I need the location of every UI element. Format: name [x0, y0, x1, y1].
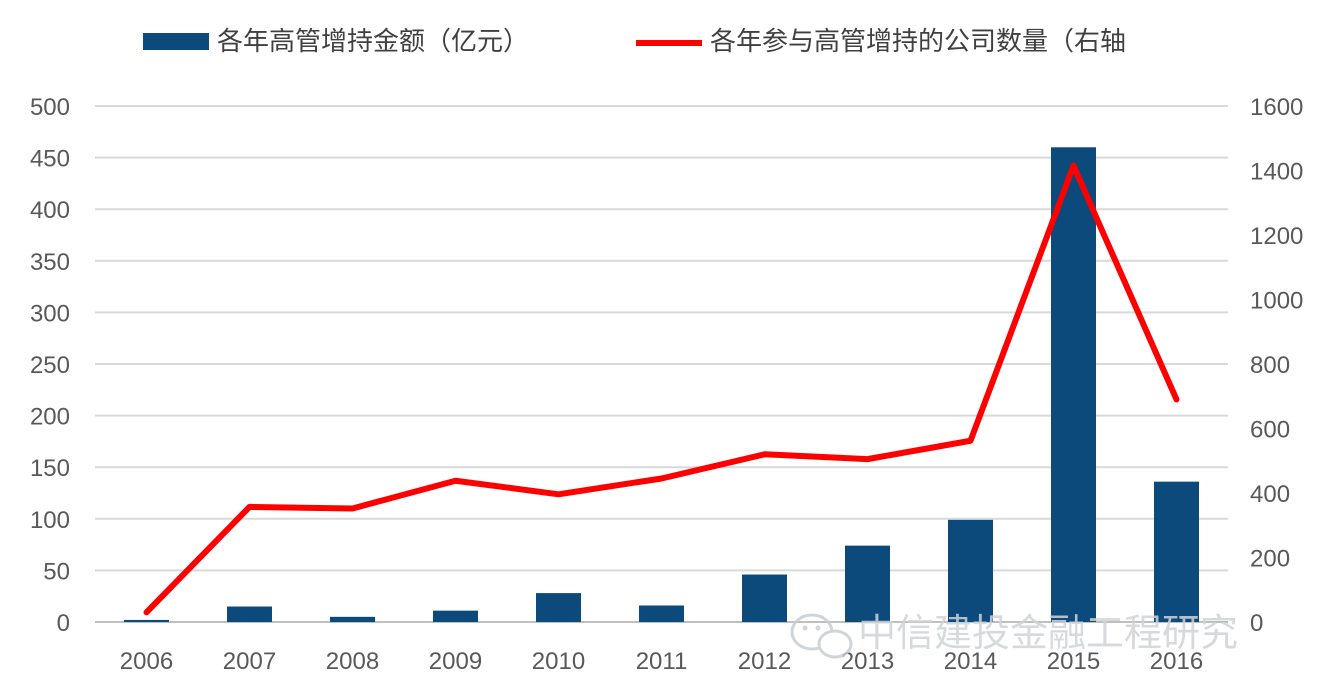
bar — [948, 519, 993, 622]
bar — [845, 545, 890, 622]
right-tick-label: 1600 — [1250, 94, 1303, 121]
bar — [433, 610, 478, 622]
gridlines — [95, 105, 1228, 623]
left-tick-label: 500 — [30, 94, 70, 121]
left-tick-label: 350 — [30, 249, 70, 276]
bar — [1154, 481, 1199, 622]
bar — [124, 619, 169, 622]
x-tick-label: 2012 — [738, 648, 791, 675]
right-tick-label: 1000 — [1250, 288, 1303, 315]
left-tick-label: 100 — [30, 507, 70, 534]
x-tick-label: 2011 — [636, 648, 688, 675]
x-tick-label: 2009 — [429, 648, 482, 675]
legend-bar-swatch — [143, 33, 209, 50]
right-tick-label: 400 — [1250, 481, 1290, 508]
line-point — [660, 476, 663, 480]
right-tick-label: 1200 — [1250, 223, 1303, 250]
x-tick-label: 2014 — [944, 648, 997, 675]
right-tick-label: 800 — [1250, 352, 1290, 379]
x-tick-label: 2010 — [532, 648, 585, 675]
x-tick-label: 2006 — [120, 648, 173, 675]
bar — [227, 606, 272, 622]
right-tick-label: 0 — [1250, 610, 1263, 637]
line-point — [454, 479, 457, 483]
wechat-icon — [790, 613, 853, 659]
left-tick-label: 150 — [30, 455, 70, 482]
bar — [330, 616, 375, 622]
left-tick-label: 400 — [30, 197, 70, 224]
right-axis-ticks: 0 200 400 600 800 1000 1200 1400 1600 — [1250, 94, 1303, 637]
line-point — [557, 492, 560, 496]
line-point — [248, 505, 251, 509]
left-tick-label: 0 — [57, 610, 70, 637]
line-point — [763, 452, 766, 456]
left-tick-label: 50 — [43, 558, 70, 585]
line-point — [969, 439, 972, 443]
line-point — [866, 457, 869, 461]
x-tick-label: 2008 — [326, 648, 379, 675]
line-series — [143, 162, 1180, 616]
line-point — [145, 610, 148, 614]
x-axis-ticks: 2006 2007 2008 2009 2010 2011 2012 2013 2014 2015… — [120, 648, 1203, 675]
watermark-text: 中信建投金融工程研究 — [858, 611, 1238, 655]
left-tick-label: 300 — [30, 300, 70, 327]
line-point — [1072, 164, 1075, 168]
bar — [1051, 147, 1096, 622]
x-tick-label: 2016 — [1150, 648, 1203, 675]
line-point — [1175, 397, 1178, 401]
legend-bar-label: 各年高管增持金额（亿元） — [217, 27, 529, 57]
x-tick-label: 2015 — [1047, 648, 1100, 675]
right-tick-label: 600 — [1250, 417, 1290, 444]
watermark: 中信建投金融工程研究 — [790, 611, 1238, 659]
right-tick-label: 1400 — [1250, 159, 1303, 186]
bar — [639, 605, 684, 622]
x-tick-label: 2013 — [841, 648, 894, 675]
legend: 各年高管增持金额（亿元） 各年参与高管增持的公司数量（右轴 — [143, 27, 1126, 57]
bar — [742, 574, 787, 622]
left-tick-label: 200 — [30, 404, 70, 431]
bar-series — [124, 147, 1199, 622]
bar — [536, 593, 581, 622]
left-axis-ticks: 0 50 100 150 200 250 300 350 400 450 500 — [30, 94, 70, 637]
x-tick-label: 2007 — [223, 648, 276, 675]
left-tick-label: 450 — [30, 146, 70, 173]
right-tick-label: 200 — [1250, 546, 1290, 573]
left-tick-label: 250 — [30, 352, 70, 379]
line-point — [351, 506, 354, 510]
legend-line-label: 各年参与高管增持的公司数量（右轴 — [710, 27, 1126, 57]
